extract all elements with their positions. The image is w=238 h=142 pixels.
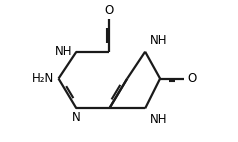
Text: N: N xyxy=(72,111,81,124)
Text: NH: NH xyxy=(150,34,167,47)
Text: O: O xyxy=(105,4,114,17)
Text: O: O xyxy=(187,72,196,85)
Text: NH: NH xyxy=(150,113,167,126)
Text: NH: NH xyxy=(55,45,72,58)
Text: H₂N: H₂N xyxy=(32,72,54,85)
